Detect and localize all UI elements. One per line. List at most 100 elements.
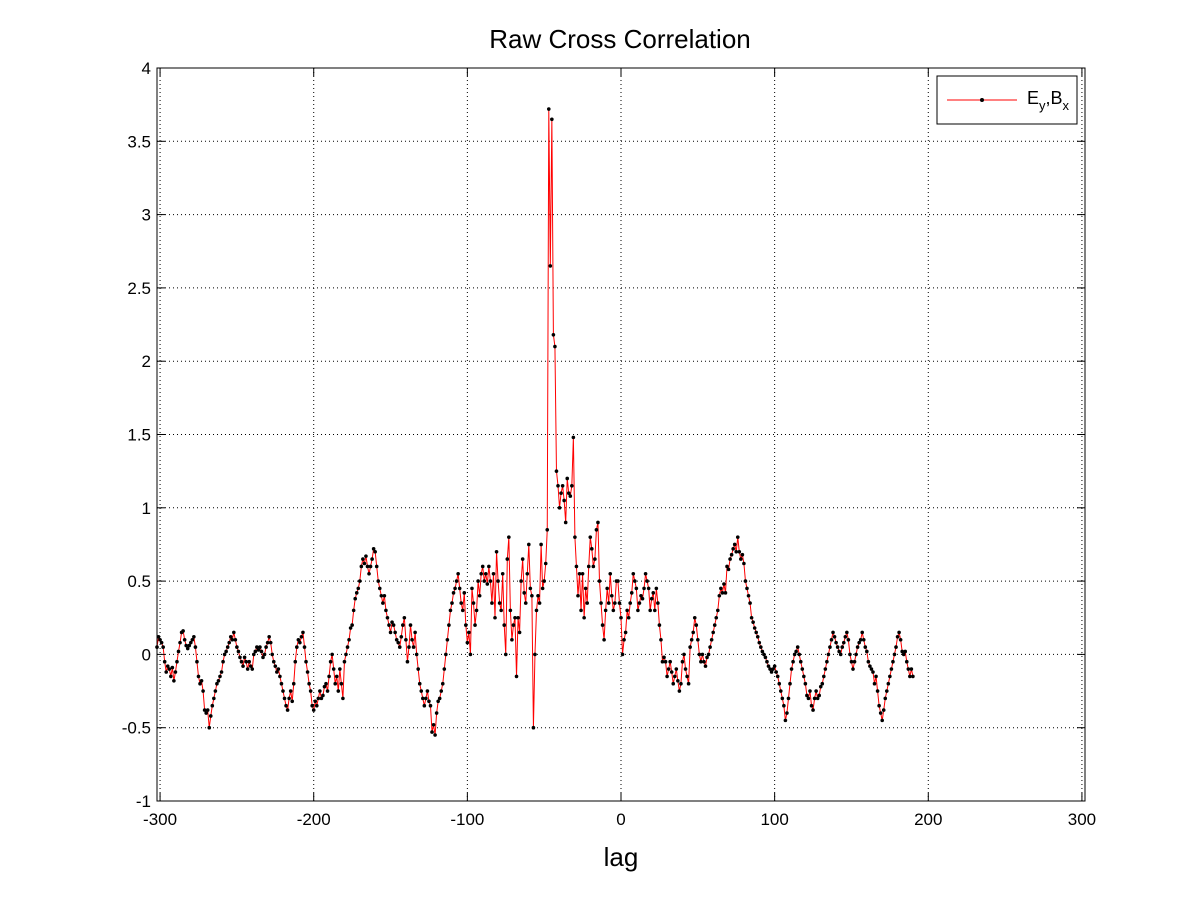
data-point [358,579,362,583]
data-point [216,678,221,683]
data-point [616,579,620,583]
data-point [503,652,508,657]
data-point [660,659,665,664]
data-point [176,649,181,654]
data-point [586,564,591,569]
x-tick-label: 0 [616,810,625,829]
y-tick-label: 4 [142,59,151,78]
data-point [367,571,371,576]
data-point [213,689,218,693]
data-point [419,689,424,693]
data-point [631,571,636,576]
data-point [778,689,783,693]
data-point [228,635,233,639]
data-point [302,645,307,649]
legend-entry: Ey,Bx [1027,88,1070,113]
data-point [218,674,222,679]
data-point [158,637,162,642]
data-point [791,659,795,664]
data-point [376,579,381,583]
data-point [396,640,401,645]
data-point [427,699,431,704]
data-point [540,586,545,591]
data-point [788,681,792,686]
data-point [590,547,594,551]
data-point [886,681,891,686]
data-point [629,591,634,595]
data-point [708,645,712,649]
data-point [259,649,264,654]
data-point [637,601,642,605]
data-point [566,491,571,495]
data-point [854,652,858,657]
data-point [822,674,826,679]
data-point [361,557,365,561]
data-point [222,652,227,657]
data-point [651,591,656,595]
data-point [365,564,370,569]
data-point [877,703,881,708]
x-axis-label: lag [604,842,639,872]
data-point [715,608,720,613]
data-point [829,637,834,642]
data-point [290,699,295,704]
data-point [336,689,341,693]
data-point [238,655,242,660]
data-point [299,635,304,639]
data-point [679,681,683,686]
data-point [170,665,175,670]
data-point [202,708,207,712]
data-point [828,645,832,649]
data-point [313,699,318,704]
legend: Ey,Bx [936,75,1078,125]
data-point [556,484,560,488]
data-point [338,667,342,671]
data-point [685,674,689,679]
data-point [311,708,316,712]
data-point [245,667,250,671]
data-point [752,626,757,630]
data-point [706,652,711,657]
data-point [159,640,164,645]
data-point [783,718,788,723]
data-point [388,630,393,635]
data-point [356,586,361,591]
data-point [354,591,359,595]
data-point [900,649,904,654]
data-point [344,652,348,657]
data-point [301,630,305,635]
data-point [596,520,600,525]
data-point [331,667,336,671]
data-point [385,615,390,620]
data-point [548,264,553,268]
data-point [402,615,407,620]
data-point [617,601,622,605]
y-tick-label: 3.5 [127,132,151,151]
data-point [210,703,215,708]
data-point [901,652,906,657]
data-point [531,725,536,730]
data-point [442,667,447,671]
data-point [633,579,637,583]
data-point [273,664,278,668]
data-point [517,630,522,635]
data-point [437,696,442,701]
data-point [379,593,384,598]
data-point [874,674,878,679]
data-point [215,681,219,686]
data-point [285,708,290,712]
data-point [726,567,731,572]
data-point [553,344,557,349]
data-point [351,608,356,613]
data-point [314,703,319,708]
data-point [717,593,722,598]
data-point [868,664,872,668]
data-point [676,678,680,683]
data-point [430,730,434,734]
data-point [328,659,333,664]
data-point [494,549,499,554]
data-point [447,623,451,627]
data-point [786,696,791,701]
data-point [554,469,559,473]
data-point [482,579,487,583]
